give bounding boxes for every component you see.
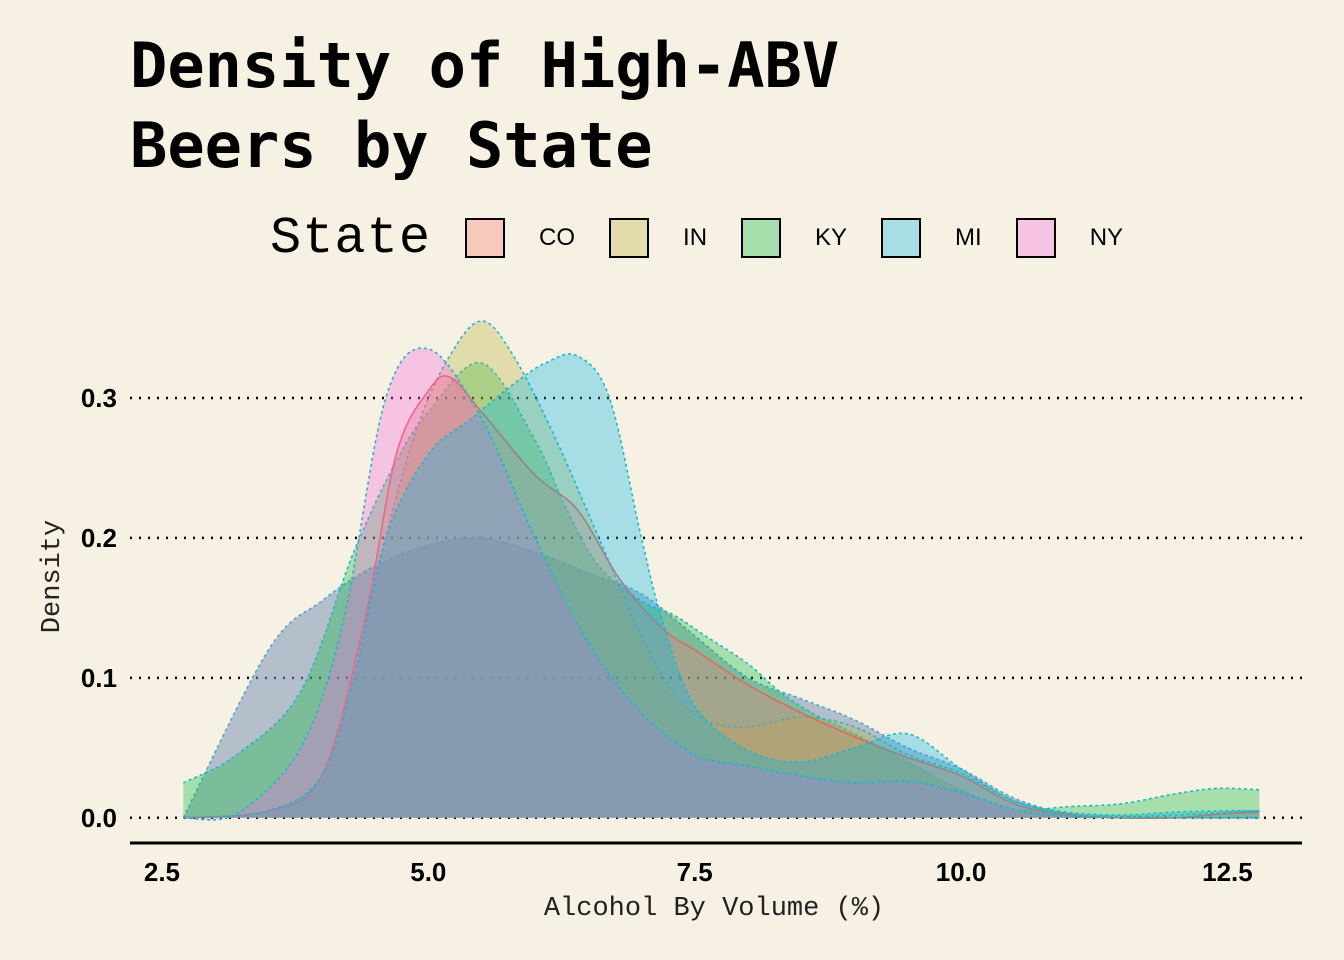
- legend-key-mi: [881, 218, 922, 258]
- y-tick-label: 0.3: [81, 383, 117, 413]
- density-area-ky: [183, 362, 1260, 818]
- legend-item-ky: KY: [741, 218, 847, 258]
- density-outline-ky: [182, 361, 1260, 812]
- density-area-in: [183, 320, 1260, 818]
- legend-item-in: IN: [609, 218, 707, 258]
- legend-key-ky: [741, 218, 782, 258]
- density-outline-mi: [183, 353, 1260, 819]
- density-outline-co: [183, 375, 1260, 820]
- legend-item-ny: NY: [1015, 218, 1124, 258]
- chart-title-line-1: Density of High-ABV: [130, 29, 840, 102]
- legend-title: State: [270, 208, 432, 268]
- chart-title: Density of High-ABV Beers by State: [130, 26, 1130, 186]
- axes: 2.5 5.0 7.5 10.0 12.5: [130, 841, 1302, 887]
- density-area-co: [183, 375, 1260, 819]
- legend-label-co: CO: [539, 224, 576, 251]
- density-area-overlap: [183, 537, 1260, 819]
- legend-label-ny: NY: [1089, 224, 1124, 251]
- x-tick-label: 12.5: [1202, 857, 1253, 887]
- chart-title-line-2: Beers by State: [130, 109, 653, 182]
- legend: State CO IN KY MI NY: [270, 208, 1157, 268]
- density-areas: [182, 320, 1260, 821]
- y-tick-label: 0.1: [81, 663, 117, 693]
- legend-key-in: [609, 218, 650, 258]
- density-outline-ny: [183, 347, 1260, 821]
- legend-item-mi: MI: [881, 218, 982, 258]
- x-tick-label: 7.5: [677, 857, 713, 887]
- density-area-ny: [183, 348, 1260, 820]
- legend-key-co: [465, 218, 506, 258]
- legend-label-in: IN: [683, 224, 708, 251]
- x-tick-label: 10.0: [936, 857, 987, 887]
- legend-key-ny: [1015, 218, 1056, 258]
- density-area-mi: [183, 353, 1260, 818]
- x-tick-label: 5.0: [410, 857, 446, 887]
- density-outline-in: [183, 320, 1260, 819]
- legend-item-co: CO: [465, 218, 575, 258]
- legend-label-mi: MI: [955, 224, 982, 251]
- y-axis-title: Density: [38, 520, 68, 633]
- x-axis-title: Alcohol By Volume (%): [544, 894, 884, 924]
- x-tick-label: 2.5: [144, 857, 180, 887]
- y-tick-label: 0.2: [81, 523, 117, 553]
- legend-label-ky: KY: [815, 224, 848, 251]
- y-tick-label: 0.0: [81, 803, 117, 833]
